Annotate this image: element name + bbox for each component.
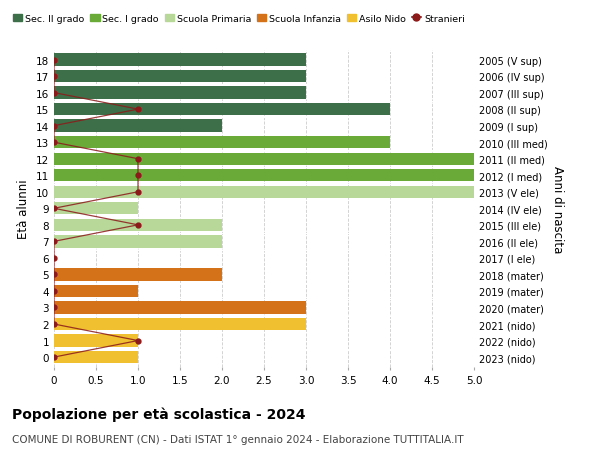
Bar — [54, 302, 306, 314]
Bar — [54, 203, 138, 215]
Y-axis label: Età alunni: Età alunni — [17, 179, 31, 239]
Bar — [54, 351, 138, 364]
Text: COMUNE DI ROBURENT (CN) - Dati ISTAT 1° gennaio 2024 - Elaborazione TUTTITALIA.I: COMUNE DI ROBURENT (CN) - Dati ISTAT 1° … — [12, 434, 464, 444]
Bar — [54, 71, 306, 83]
Bar — [54, 54, 306, 67]
Bar — [54, 269, 222, 281]
Bar — [54, 120, 222, 133]
Bar — [54, 235, 222, 248]
Bar — [54, 104, 390, 116]
Bar — [54, 170, 474, 182]
Bar — [54, 335, 138, 347]
Text: Popolazione per età scolastica - 2024: Popolazione per età scolastica - 2024 — [12, 406, 305, 421]
Bar — [54, 87, 306, 100]
Bar — [54, 318, 306, 330]
Bar — [54, 285, 138, 297]
Bar — [54, 186, 474, 199]
Bar — [54, 137, 390, 149]
Bar — [54, 219, 222, 231]
Legend: Sec. II grado, Sec. I grado, Scuola Primaria, Scuola Infanzia, Asilo Nido, Stran: Sec. II grado, Sec. I grado, Scuola Prim… — [9, 11, 469, 28]
Bar — [54, 153, 474, 166]
Y-axis label: Anni di nascita: Anni di nascita — [551, 165, 564, 252]
